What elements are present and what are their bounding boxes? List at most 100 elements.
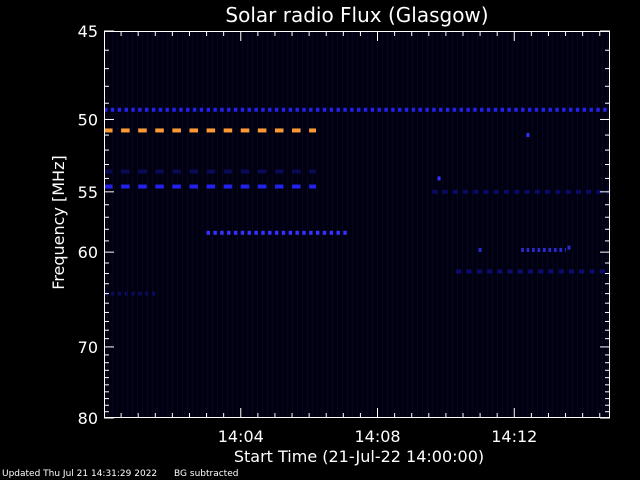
- emission-band-dash: [315, 230, 320, 235]
- emission-band-dash: [268, 230, 272, 235]
- emission-band-dash: [329, 230, 334, 235]
- emission-dot: [478, 247, 482, 252]
- emission-band-dash: [309, 128, 316, 133]
- time-stripe: [262, 32, 263, 417]
- emission-band-dash: [336, 107, 340, 112]
- emission-band-dash: [288, 107, 293, 112]
- emission-band-dash: [189, 169, 199, 174]
- plot-frame: [104, 31, 610, 418]
- emission-band-dash: [257, 184, 267, 189]
- emission-band-dash: [179, 107, 183, 112]
- emission-band-dash: [391, 107, 395, 112]
- time-stripe: [217, 32, 218, 417]
- time-stripe: [392, 32, 393, 417]
- emission-band-dash: [213, 107, 217, 112]
- emission-band-dash: [223, 128, 233, 133]
- time-stripe: [222, 32, 223, 417]
- time-stripe: [272, 32, 273, 417]
- emission-band-dash: [151, 291, 156, 296]
- emission-band-dash: [254, 230, 258, 235]
- emission-band-dash: [121, 184, 130, 189]
- time-stripe: [452, 32, 453, 417]
- emission-band-dash: [575, 189, 581, 194]
- time-stripe: [167, 32, 168, 417]
- time-stripe: [352, 32, 353, 417]
- emission-band-dash: [532, 247, 535, 252]
- time-stripe: [537, 32, 538, 417]
- time-stripe: [462, 32, 463, 417]
- emission-band-dash: [418, 107, 422, 112]
- emission-band-dash: [274, 184, 284, 189]
- emission-band-dash: [568, 269, 575, 274]
- emission-features: [104, 107, 610, 296]
- emission-band-dash: [121, 169, 130, 174]
- y-tick-label: 80: [78, 409, 98, 428]
- emission-band-dash: [261, 107, 265, 112]
- time-stripe: [547, 32, 548, 417]
- emission-band-dash: [110, 107, 115, 112]
- emission-band-dash: [274, 169, 284, 174]
- y-tick-label: 55: [78, 183, 98, 202]
- time-stripe: [382, 32, 383, 417]
- time-stripe: [117, 32, 118, 417]
- emission-band-dash: [445, 107, 450, 112]
- time-stripe: [397, 32, 398, 417]
- emission-band-dash: [247, 230, 252, 235]
- emission-band-dash: [227, 107, 231, 112]
- time-stripe: [607, 32, 608, 417]
- time-stripe: [597, 32, 598, 417]
- emission-band-dash: [589, 107, 593, 112]
- emission-band-dash: [596, 189, 602, 194]
- emission-band-dash: [553, 247, 557, 252]
- time-stripe: [157, 32, 158, 417]
- x-tick-label: 14:08: [354, 427, 400, 446]
- emission-band-dash: [257, 169, 267, 174]
- time-stripe: [412, 32, 413, 417]
- emission-band-dash: [247, 107, 252, 112]
- time-stripe: [457, 32, 458, 417]
- emission-band-dash: [302, 107, 306, 112]
- emission-band-dash: [189, 128, 199, 133]
- time-stripe: [257, 32, 258, 417]
- time-stripe: [532, 32, 533, 417]
- time-stripe: [592, 32, 593, 417]
- emission-band-dash: [121, 128, 130, 133]
- emission-band-dash: [432, 189, 438, 194]
- emission-band-dash: [432, 107, 436, 112]
- emission-band-dash: [172, 107, 176, 112]
- time-stripe: [407, 32, 408, 417]
- time-stripe: [162, 32, 163, 417]
- emission-band-dash: [473, 189, 479, 194]
- time-stripe: [302, 32, 303, 417]
- time-stripe: [442, 32, 443, 417]
- emission-band-dash: [534, 189, 540, 194]
- emission-band-dash: [254, 107, 258, 112]
- time-stripe: [342, 32, 343, 417]
- emission-band-dash: [343, 107, 347, 112]
- time-stripe: [112, 32, 113, 417]
- emission-band-dash: [537, 247, 541, 252]
- emission-band-dash: [329, 107, 334, 112]
- time-stripe: [512, 32, 513, 417]
- time-stripe: [472, 32, 473, 417]
- time-stripe: [332, 32, 333, 417]
- emission-band-dash: [268, 107, 272, 112]
- time-stripe: [577, 32, 578, 417]
- emission-band-dash: [377, 107, 381, 112]
- emission-band-dash: [462, 189, 469, 194]
- time-stripe: [312, 32, 313, 417]
- time-stripe: [182, 32, 183, 417]
- time-stripe: [477, 32, 478, 417]
- x-tick-label: 14:04: [218, 427, 264, 446]
- time-stripe: [307, 32, 308, 417]
- emission-band-dash: [452, 189, 458, 194]
- time-stripe: [372, 32, 373, 417]
- time-stripe: [502, 32, 503, 417]
- time-stripe: [497, 32, 498, 417]
- emission-band-dash: [582, 107, 587, 112]
- emission-band-dash: [493, 107, 498, 112]
- emission-band-dash: [104, 107, 108, 112]
- time-stripe: [132, 32, 133, 417]
- time-stripe: [492, 32, 493, 417]
